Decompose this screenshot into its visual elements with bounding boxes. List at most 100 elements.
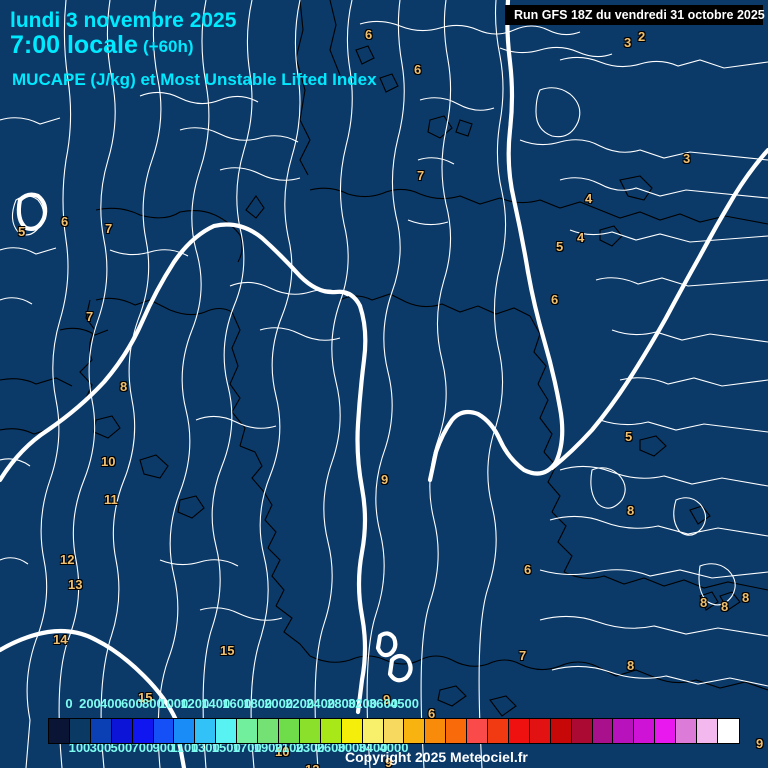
contour-label: 8 <box>742 590 750 605</box>
colorbar-tick-label: 600 <box>121 696 143 711</box>
contour-label: 9 <box>385 755 393 768</box>
contour-label: 7 <box>105 221 113 236</box>
colorbar-swatch <box>613 719 635 743</box>
colorbar-swatch <box>90 719 112 743</box>
contour-label: 15 <box>220 643 235 658</box>
colorbar-swatch <box>278 719 300 743</box>
contour-label: 13 <box>68 577 83 592</box>
colorbar-swatch <box>132 719 154 743</box>
colorbar-swatch <box>697 719 718 743</box>
contour-label: 14 <box>53 632 68 647</box>
contour-label: 9 <box>383 692 391 707</box>
colorbar-swatch <box>49 719 70 743</box>
colorbar-tick-label: 1200 <box>180 696 210 711</box>
colorbar-swatch <box>446 719 468 743</box>
forecast-time: 7:00 locale <box>10 31 138 59</box>
contour-label: 10 <box>101 454 116 469</box>
contour-label: 7 <box>519 648 527 663</box>
colorbar-tick-label: 3200 <box>348 696 377 711</box>
contour-label: 8 <box>627 503 635 518</box>
contour-label: 6 <box>414 62 422 77</box>
contour-label: 4 <box>577 230 585 245</box>
colorbar-swatch <box>676 719 698 743</box>
colorbar-swatch <box>718 719 739 743</box>
colorbar-tick-label: 1400 <box>201 696 231 711</box>
colorbar-tick-label: 2200 <box>285 696 315 711</box>
contour-label: 8 <box>120 379 128 394</box>
contour-label: 3 <box>624 35 632 50</box>
colorbar-swatches <box>48 718 740 744</box>
colorbar-tick-label: 2400 <box>306 696 336 711</box>
contour-label: 8 <box>700 595 708 610</box>
contour-label: 7 <box>86 309 94 324</box>
contour-label: 15 <box>138 690 153 705</box>
contour-label: 8 <box>721 599 729 614</box>
colorbar-swatch <box>237 719 259 743</box>
colorbar-tick-label: 3600 <box>369 696 398 711</box>
contour-label: 6 <box>365 27 373 42</box>
colorbar-swatch <box>550 719 572 743</box>
colorbar-tick-label: 800 <box>141 696 164 711</box>
colorbar-swatch <box>258 719 279 743</box>
colorbar-tick-label: 200 <box>79 696 101 711</box>
colorbar-swatch <box>111 719 133 743</box>
colorbar-swatch <box>195 719 217 743</box>
contour-label: 12 <box>60 552 75 567</box>
contour-label: 8 <box>627 658 635 673</box>
contour-label: 5 <box>18 224 26 239</box>
forecast-offset: (+60h) <box>143 37 194 56</box>
contour-label: 5 <box>556 239 564 254</box>
colorbar-swatch <box>174 719 196 743</box>
colorbar-tick-label: 2800 <box>327 696 357 711</box>
contour-label: 6 <box>524 562 532 577</box>
contour-label: 11 <box>104 492 118 507</box>
contour-label: 2 <box>638 29 646 44</box>
colorbar-tick-label: 1000 <box>159 696 189 711</box>
contour-label: 6 <box>551 292 559 307</box>
colorbar-swatch <box>529 719 551 743</box>
colorbar-swatch <box>341 719 363 743</box>
colorbar-swatch <box>655 719 677 743</box>
colorbar-swatch <box>467 719 489 743</box>
colorbar-swatch <box>383 719 405 743</box>
colorbar-tick-label: 400 <box>100 696 122 711</box>
contour-label: 7 <box>417 168 425 183</box>
contour-label: 3 <box>683 151 691 166</box>
contour-label: 6 <box>428 706 436 721</box>
contour-label: 4 <box>585 191 593 206</box>
contour-label: 5 <box>625 429 633 444</box>
colorbar-swatch <box>592 719 614 743</box>
colorbar-swatch <box>425 719 447 743</box>
colorbar-ticks-top: 0 200 400 600 800 1000 1200 1400 1600 1800 2000 220… <box>0 696 768 714</box>
colorbar-swatch <box>153 719 175 743</box>
model-run-bar: Run GFS 18Z du vendredi 31 octobre 2025 <box>505 5 765 25</box>
forecast-date: lundi 3 novembre 2025 <box>10 9 237 32</box>
colorbar-tick-label: 2000 <box>264 696 294 711</box>
colorbar-swatch <box>362 719 384 743</box>
colorbar-tick-label: 1600 <box>222 696 252 711</box>
colorbar-tick-label: 4500 <box>390 696 419 711</box>
contour-label: 10 <box>275 744 290 759</box>
contour-label: 9 <box>381 472 389 487</box>
colorbar-swatch <box>320 719 342 743</box>
contour-label: 6 <box>61 214 69 229</box>
colorbar-swatch <box>571 719 593 743</box>
model-run-label: Run GFS 18Z du vendredi 31 octobre 2025 <box>514 8 765 22</box>
parameter-title: MUCAPE (J/kg) et Most Unstable Lifted In… <box>12 70 377 89</box>
copyright-notice: Copyright 2025 Meteociel.fr <box>345 749 528 765</box>
colorbar-swatch <box>69 719 91 743</box>
contour-label: 9 <box>756 736 764 751</box>
colorbar-tick-label: 1800 <box>243 696 273 711</box>
coastlines <box>0 0 768 717</box>
contour-label: 12 <box>305 763 319 768</box>
colorbar-swatch <box>299 719 321 743</box>
colorbar-swatch <box>488 719 509 743</box>
colorbar-tick-label: 0 <box>65 696 73 711</box>
colorbar-swatch <box>508 719 530 743</box>
colorbar-swatch <box>634 719 656 743</box>
colorbar-swatch <box>216 719 238 743</box>
colorbar-swatch <box>404 719 426 743</box>
